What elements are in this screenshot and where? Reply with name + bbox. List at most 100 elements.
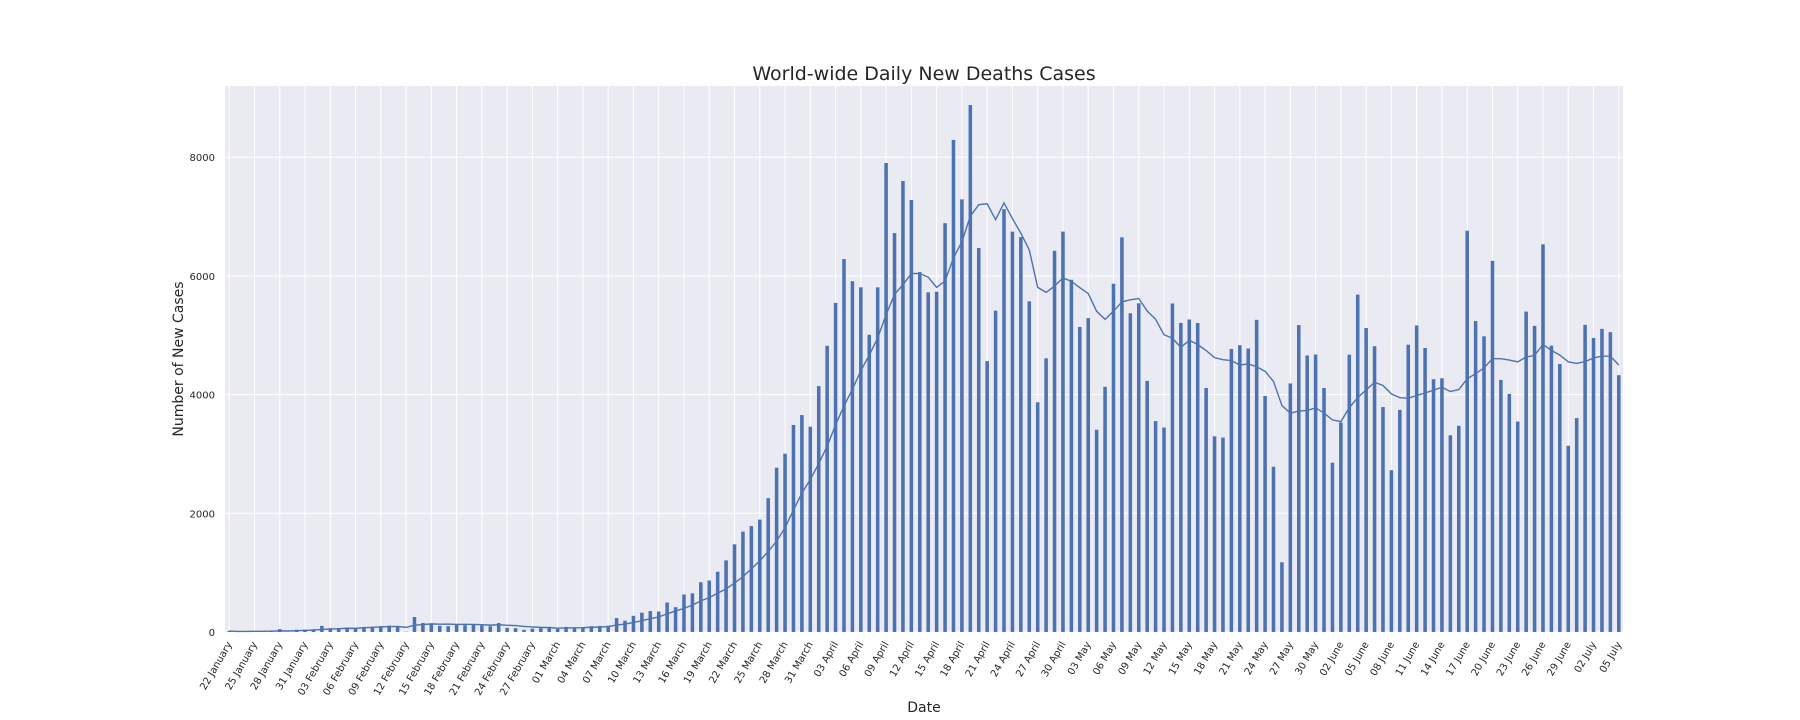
bar [522,629,526,632]
bar [1440,378,1444,632]
y-tick-labels: 0 2000 4000 6000 8000 [190,153,215,639]
bar [606,625,610,632]
y-tick-label: 4000 [190,391,215,402]
bar [530,628,535,632]
bar [825,345,829,632]
bar [1431,379,1436,632]
bar [1010,231,1015,632]
bar [766,498,770,632]
bar [446,626,450,632]
bar [1111,283,1116,632]
bar [631,615,636,632]
x-tick-label: 09 May [1117,640,1145,677]
bar [749,526,754,632]
bar [1195,322,1200,632]
bar [496,623,501,632]
bar [918,272,922,632]
x-tick-label: 05 June [1343,640,1371,678]
bar [1515,421,1520,632]
bar [1229,348,1234,632]
bar [875,287,880,632]
bar [505,627,509,632]
bar [1019,237,1023,632]
bar [1499,379,1503,632]
bar [1027,301,1032,632]
bar [1254,319,1259,632]
bar [943,223,947,632]
bar [1600,328,1604,632]
x-tick-label: 20 June [1470,640,1498,678]
bar [1086,318,1090,632]
bar [758,519,762,632]
bar [892,233,897,632]
bar [328,628,333,632]
bar [833,302,838,632]
bar [1061,231,1065,633]
bar [345,627,349,632]
y-tick-label: 8000 [190,153,215,164]
bar [1280,562,1284,632]
bar [1187,319,1192,632]
bar [480,625,484,632]
bar [732,544,737,632]
y-tick-label: 0 [209,628,215,639]
bar [1305,355,1309,632]
bar [909,199,914,633]
bar [1094,429,1099,632]
x-tick-label: 02 July [1573,640,1600,675]
bar [774,467,779,632]
trend-line [229,201,1620,633]
bar [1128,313,1133,632]
bar [1069,279,1074,632]
bar [665,602,669,632]
bar [370,626,375,632]
bar [1330,462,1335,632]
bar [471,624,476,632]
x-axis-label: Date [907,700,940,716]
bar [1288,383,1293,632]
bar [1473,321,1478,632]
bar [1532,325,1537,632]
bar [1372,346,1377,632]
bar [623,620,627,632]
x-tick-label: 12 May [1142,640,1170,677]
bar [395,626,400,632]
x-tick-label: 26 June [1520,640,1548,678]
bar [463,625,467,632]
bar [934,291,939,632]
bar [1120,237,1124,632]
bar [656,611,661,632]
bar [454,623,459,632]
x-tick-label: 29 June [1545,640,1573,678]
bar [1398,409,1402,632]
bar [1322,388,1326,632]
plot-background [225,86,1623,632]
y-axis-label: Number of New Cases [171,281,187,436]
bar [1339,422,1343,632]
bar [353,627,358,632]
bar [539,628,543,632]
bar [1221,437,1225,632]
bar [741,531,745,632]
bar [1347,354,1352,632]
bar [816,386,821,632]
bar [901,181,905,632]
bar [1558,363,1562,632]
bar [673,607,678,632]
x-tick-label: 17 June [1444,640,1472,678]
bar [379,626,383,632]
bar [951,139,956,633]
bar [1204,387,1208,632]
bar [1035,402,1040,632]
bar [808,426,813,632]
y-tick-label: 2000 [190,509,215,520]
x-tick-label: 30 April [1040,640,1069,679]
bar [690,593,695,632]
bar [1541,244,1545,633]
bar [640,612,644,632]
x-tick-label: 08 June [1369,640,1397,678]
x-tick-label: 03 May [1066,640,1094,677]
bar [1246,348,1251,632]
bar [1490,260,1495,632]
